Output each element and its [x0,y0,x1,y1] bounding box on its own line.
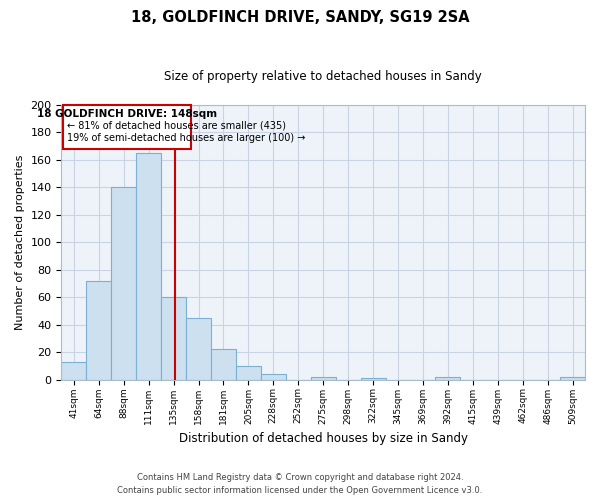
Bar [111,188,136,380]
FancyBboxPatch shape [64,105,191,149]
Bar [211,350,236,380]
Bar [261,374,286,380]
Text: Contains HM Land Registry data © Crown copyright and database right 2024.
Contai: Contains HM Land Registry data © Crown c… [118,474,482,495]
Y-axis label: Number of detached properties: Number of detached properties [15,154,25,330]
Bar [311,377,335,380]
Bar [436,377,460,380]
Bar [361,378,386,380]
Title: Size of property relative to detached houses in Sandy: Size of property relative to detached ho… [164,70,482,83]
Text: 18 GOLDFINCH DRIVE: 148sqm: 18 GOLDFINCH DRIVE: 148sqm [37,109,217,119]
Bar [560,377,585,380]
Bar [161,298,186,380]
Bar [186,318,211,380]
Bar [236,366,261,380]
Text: ← 81% of detached houses are smaller (435): ← 81% of detached houses are smaller (43… [67,120,286,130]
Bar [61,362,86,380]
X-axis label: Distribution of detached houses by size in Sandy: Distribution of detached houses by size … [179,432,468,445]
Text: 18, GOLDFINCH DRIVE, SANDY, SG19 2SA: 18, GOLDFINCH DRIVE, SANDY, SG19 2SA [131,10,469,25]
Bar [86,281,111,380]
Bar [136,153,161,380]
Text: 19% of semi-detached houses are larger (100) →: 19% of semi-detached houses are larger (… [67,133,305,143]
